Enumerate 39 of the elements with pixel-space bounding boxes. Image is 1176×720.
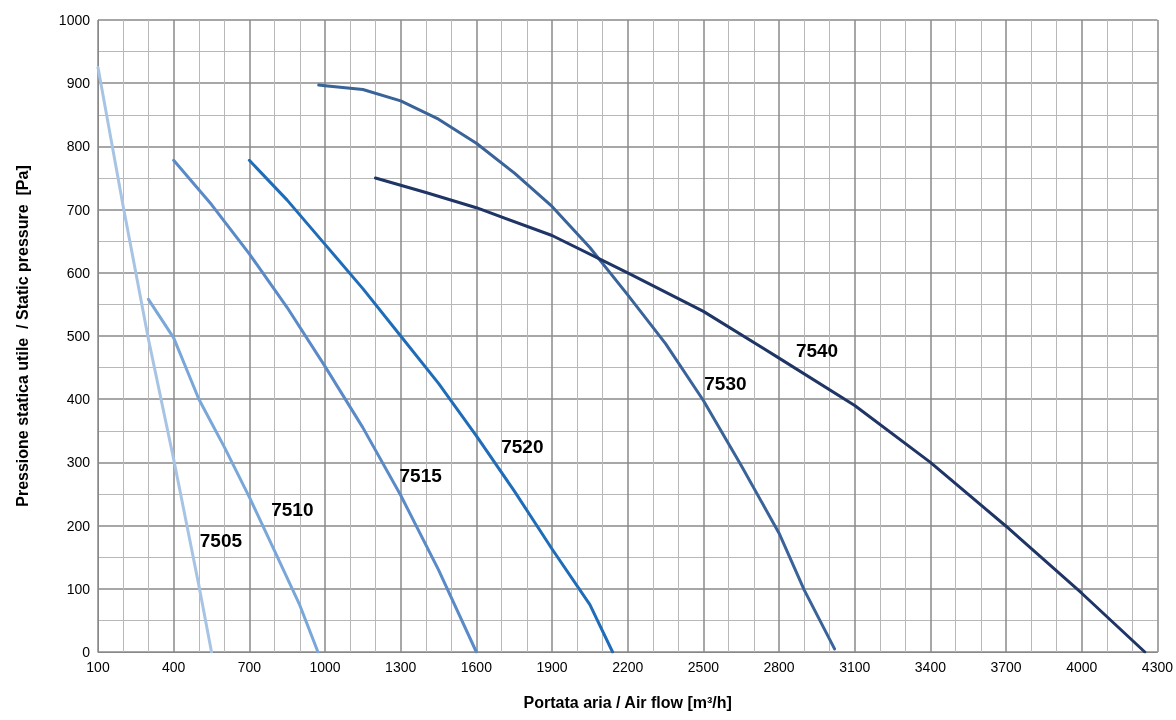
- x-tick-label: 4300: [1141, 659, 1174, 675]
- x-tick-label: 700: [237, 659, 262, 675]
- x-tick-label: 3100: [839, 659, 871, 675]
- series-label: 7505: [199, 530, 243, 552]
- line-series: [247, 158, 615, 654]
- y-tick-label: 800: [66, 138, 91, 155]
- y-axis-title: Pressione statica utile / Static pressure [Pa]: [13, 165, 31, 507]
- x-tick-label: 3400: [914, 659, 947, 675]
- y-tick-label: 1000: [58, 12, 91, 28]
- line-series: [317, 83, 837, 651]
- x-tick-label: 2200: [612, 659, 644, 675]
- line-series: [172, 158, 478, 654]
- x-tick-label: 4000: [1066, 659, 1098, 675]
- x-tick-label: 2500: [687, 659, 720, 675]
- y-tick-label: 0: [82, 644, 91, 660]
- y-tick-label: 300: [66, 454, 91, 471]
- series-label: 7540: [795, 339, 839, 361]
- series-label: 7515: [399, 464, 443, 486]
- y-tick-label: 600: [66, 264, 91, 281]
- y-tick-label: 200: [66, 517, 91, 534]
- series-label: 7510: [271, 498, 314, 520]
- y-tick-label: 400: [66, 391, 91, 408]
- x-tick-label: 400: [161, 659, 186, 675]
- x-tick-label: 1000: [309, 659, 341, 675]
- x-tick-label: 1600: [460, 659, 493, 675]
- series-label: 7520: [501, 436, 544, 458]
- x-tick-label: 1300: [385, 659, 417, 675]
- x-axis-title: Portata aria / Air flow [m³/h]: [523, 693, 732, 711]
- x-tick-label: 100: [86, 659, 110, 675]
- x-tick-label: 2800: [763, 659, 795, 675]
- series-label: 7530: [704, 372, 747, 394]
- y-tick-label: 500: [66, 328, 91, 344]
- x-tick-label: 1900: [536, 659, 568, 675]
- x-tick-label: 3700: [990, 659, 1022, 675]
- line-series: [146, 297, 320, 654]
- line-series: [373, 176, 1147, 654]
- y-tick-label: 700: [66, 201, 91, 218]
- y-tick-label: 100: [66, 580, 91, 597]
- y-tick-label: 900: [66, 75, 91, 92]
